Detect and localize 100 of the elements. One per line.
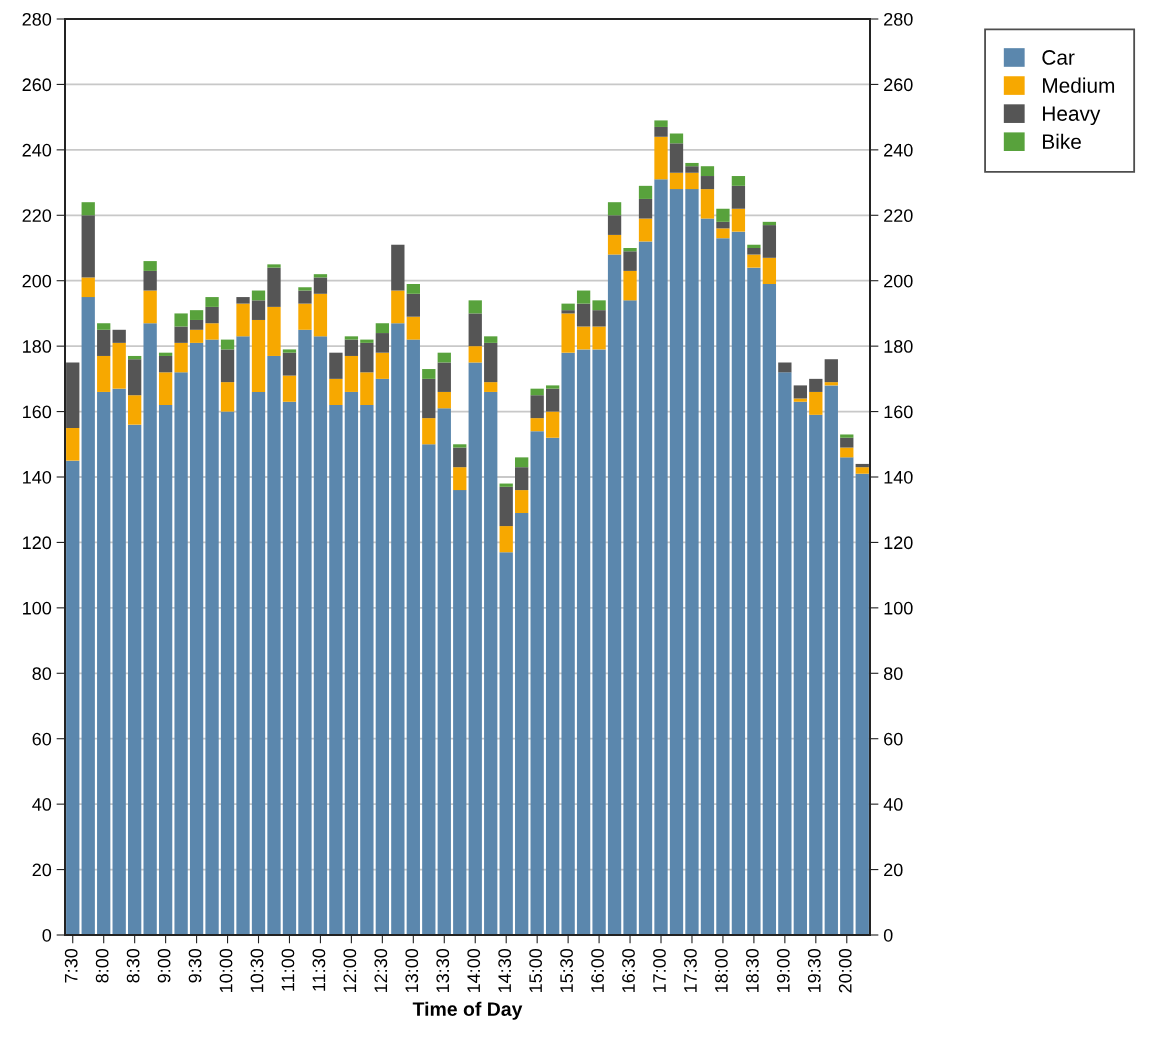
y2-tick-label: 240 <box>884 143 913 157</box>
bar <box>530 418 544 432</box>
bar <box>623 300 637 935</box>
bar <box>220 382 235 412</box>
bar <box>453 490 467 935</box>
bar <box>267 306 281 356</box>
bar <box>406 293 420 317</box>
y2-tick-label: 120 <box>884 536 913 550</box>
bar <box>515 467 529 491</box>
bar <box>530 395 544 419</box>
bar <box>143 323 157 935</box>
y-tick-label: 140 <box>23 470 52 484</box>
y-tick-label: 100 <box>23 601 52 615</box>
bar <box>267 264 281 268</box>
y2-tick-label: 260 <box>884 78 913 92</box>
bar <box>97 391 111 935</box>
bar <box>81 277 95 298</box>
y-tick-label: 280 <box>22 12 52 26</box>
bar <box>855 467 869 474</box>
bar <box>189 310 204 320</box>
y-tick-label: 260 <box>22 78 52 92</box>
x-tick-label: 16:30 <box>622 948 635 992</box>
y2-tick-label: 40 <box>883 798 903 811</box>
y-tick-label: 240 <box>22 143 52 157</box>
bar <box>700 218 715 935</box>
bar <box>561 303 575 311</box>
bar <box>654 136 668 180</box>
bar <box>731 208 746 232</box>
bar <box>545 437 560 935</box>
bar <box>561 313 575 353</box>
bar <box>422 378 436 419</box>
bar <box>375 352 390 379</box>
y2-tick-label: 0 <box>883 928 893 942</box>
y-tick-label: 40 <box>32 798 52 811</box>
bar <box>174 326 188 343</box>
bar <box>66 460 80 935</box>
bar <box>638 241 653 935</box>
bar <box>576 349 591 935</box>
bar <box>236 336 250 935</box>
bar <box>453 467 467 491</box>
bar <box>685 162 699 167</box>
y-tick-label: 220 <box>22 209 52 223</box>
bar <box>840 437 854 448</box>
y2-tick-label: 140 <box>884 470 913 484</box>
bar <box>484 382 498 392</box>
bar <box>576 326 591 350</box>
bar <box>220 349 235 383</box>
bar <box>81 297 95 935</box>
bar <box>174 342 188 373</box>
x-tick-label: 10:00 <box>219 948 233 992</box>
bar <box>685 172 699 190</box>
bar <box>112 329 126 343</box>
bar <box>313 293 328 337</box>
x-tick-label: 17:00 <box>653 948 666 992</box>
y-tick-label: 0 <box>42 928 52 942</box>
bar <box>329 378 343 406</box>
bar <box>267 355 281 935</box>
bar <box>530 431 544 935</box>
bar <box>731 185 746 209</box>
x-tick-label: 18:00 <box>714 948 728 992</box>
bar <box>607 215 622 235</box>
bar <box>128 359 142 396</box>
x-tick-label: 16:00 <box>591 948 604 992</box>
bar <box>391 323 405 935</box>
bar <box>406 283 420 294</box>
x-tick-label: 9:30 <box>188 948 202 983</box>
bar <box>499 526 513 553</box>
bar <box>97 323 111 330</box>
x-tick-label: 7:30 <box>64 948 78 983</box>
bar <box>422 369 436 379</box>
x-tick-label: 19:30 <box>807 948 821 992</box>
bar <box>468 362 482 935</box>
bar <box>360 372 374 406</box>
y-tick-label: 200 <box>22 274 52 288</box>
bar <box>607 202 622 216</box>
bar <box>685 166 699 173</box>
x-tick-label: 13:00 <box>405 948 419 992</box>
bar <box>824 359 838 383</box>
bar <box>638 185 653 199</box>
bar <box>360 342 374 373</box>
y2-tick-label: 100 <box>884 601 913 615</box>
x-tick-label: 8:00 <box>95 948 109 983</box>
y2-tick-label: 80 <box>883 667 903 681</box>
bar <box>236 303 250 337</box>
bar <box>778 372 792 935</box>
bar <box>607 254 622 935</box>
bar <box>406 339 420 935</box>
bar <box>731 231 746 935</box>
bar <box>515 512 529 935</box>
bar <box>793 401 807 935</box>
x-tick-label: 8:30 <box>126 948 140 983</box>
x-tick-label: 20:00 <box>838 948 852 993</box>
bar <box>267 267 281 307</box>
bar <box>143 290 157 324</box>
bar <box>81 202 95 216</box>
bar <box>360 339 374 343</box>
bar <box>576 290 591 304</box>
bar <box>607 234 622 255</box>
bar <box>484 391 498 935</box>
bar <box>128 424 142 935</box>
